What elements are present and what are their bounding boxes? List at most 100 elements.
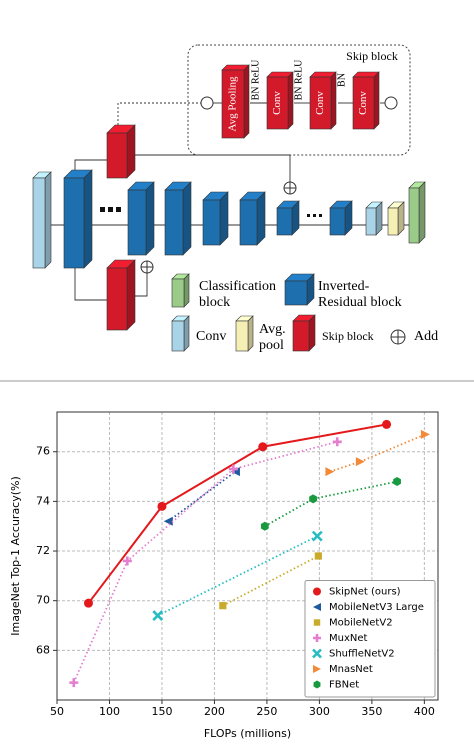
x-tick-label: 100: [99, 705, 120, 718]
x-tick-label: 250: [256, 705, 277, 718]
x-tick-label: 300: [309, 705, 330, 718]
block-side: [330, 71, 337, 130]
ellipsis-dot: [116, 207, 121, 212]
block: [221, 64, 250, 139]
marker: [313, 587, 321, 596]
block-side: [183, 315, 190, 352]
layer-annotation: BN: [336, 73, 347, 87]
ellipsis-dot: [313, 214, 316, 217]
series-line: [87, 423, 387, 604]
block: [276, 200, 300, 236]
legend-label: MobileNetV3 Large: [329, 602, 424, 613]
block-side: [418, 181, 426, 244]
block-side: [243, 64, 250, 139]
marker: [393, 477, 401, 487]
block-side: [182, 181, 192, 256]
block-front: [292, 320, 310, 352]
marker: [83, 598, 93, 608]
marker: [122, 556, 132, 566]
marker: [309, 494, 317, 504]
marker: [420, 429, 430, 439]
block-front: [284, 280, 308, 306]
block-front: [171, 320, 185, 352]
marker: [313, 680, 321, 689]
legend-label: Conv: [196, 329, 226, 344]
layer-annotation: BN ReLU: [250, 59, 261, 101]
marker: [258, 442, 268, 452]
add-sign: [391, 330, 405, 344]
block: [127, 181, 155, 256]
legend-label: Residual block: [318, 295, 402, 310]
block-front: [365, 207, 377, 236]
y-tick-label: 72: [36, 544, 50, 557]
legend-label: Inverted-: [318, 279, 370, 294]
y-tick-label: 70: [36, 594, 50, 607]
block-side: [256, 191, 266, 246]
marker: [69, 678, 79, 688]
block-front: [408, 187, 420, 244]
legend-label: Skip block: [322, 329, 374, 343]
block: [171, 273, 190, 308]
block-side: [397, 201, 405, 236]
block-front: [127, 189, 147, 256]
add-sign: [284, 182, 296, 194]
block-front: [387, 207, 399, 236]
block-side: [308, 314, 316, 352]
marker: [311, 530, 323, 542]
connector: [117, 102, 201, 125]
plot-frame: [56, 411, 439, 701]
ellipsis-dot: [307, 214, 310, 217]
marker: [313, 665, 321, 673]
layer-annotation: BN ReLU: [293, 59, 304, 101]
block-side: [126, 259, 136, 331]
block-front: [352, 76, 375, 130]
marker: [228, 464, 238, 474]
block: [164, 181, 192, 256]
block-front: [309, 76, 332, 130]
marker: [313, 603, 321, 611]
block-front: [266, 76, 289, 130]
connector: [135, 154, 291, 182]
block-front: [221, 69, 245, 139]
block-front: [239, 199, 258, 246]
marker: [152, 610, 164, 622]
block-front: [235, 320, 249, 352]
block: [106, 124, 136, 179]
marker: [163, 516, 173, 526]
block: [32, 171, 52, 269]
layer-label: Conv: [357, 91, 369, 115]
block: [171, 315, 190, 352]
ellipsis-dot: [108, 207, 113, 212]
marker: [157, 501, 167, 511]
x-tick-label: 50: [50, 705, 64, 718]
x-tick-label: 400: [414, 705, 435, 718]
marker: [260, 521, 269, 531]
block-side: [375, 201, 383, 236]
block-side: [145, 181, 155, 256]
marker: [312, 648, 322, 659]
legend-label: MnasNet: [329, 664, 373, 675]
block: [284, 273, 315, 306]
y-axis-title: ImageNet Top-1 Accuracy(%): [9, 476, 22, 636]
block-side: [126, 124, 136, 179]
legend-label: Avg.: [259, 322, 286, 337]
skip-block-title: Skip block: [346, 49, 398, 63]
marker: [325, 467, 335, 477]
layer-label: Conv: [314, 91, 326, 115]
block: [387, 201, 405, 236]
connector: [135, 273, 148, 297]
series-line: [157, 535, 318, 617]
legend-label: Add: [414, 329, 438, 344]
block: [266, 71, 294, 130]
x-tick-label: 200: [204, 705, 225, 718]
legend-label: MuxNet: [329, 633, 368, 644]
block-front: [171, 278, 185, 308]
block-side: [219, 191, 229, 246]
block: [106, 259, 136, 331]
marker: [314, 552, 322, 560]
legend-label: FBNet: [329, 680, 359, 691]
block-front: [164, 189, 184, 256]
legend-label: block: [199, 295, 230, 310]
block-front: [276, 207, 293, 236]
